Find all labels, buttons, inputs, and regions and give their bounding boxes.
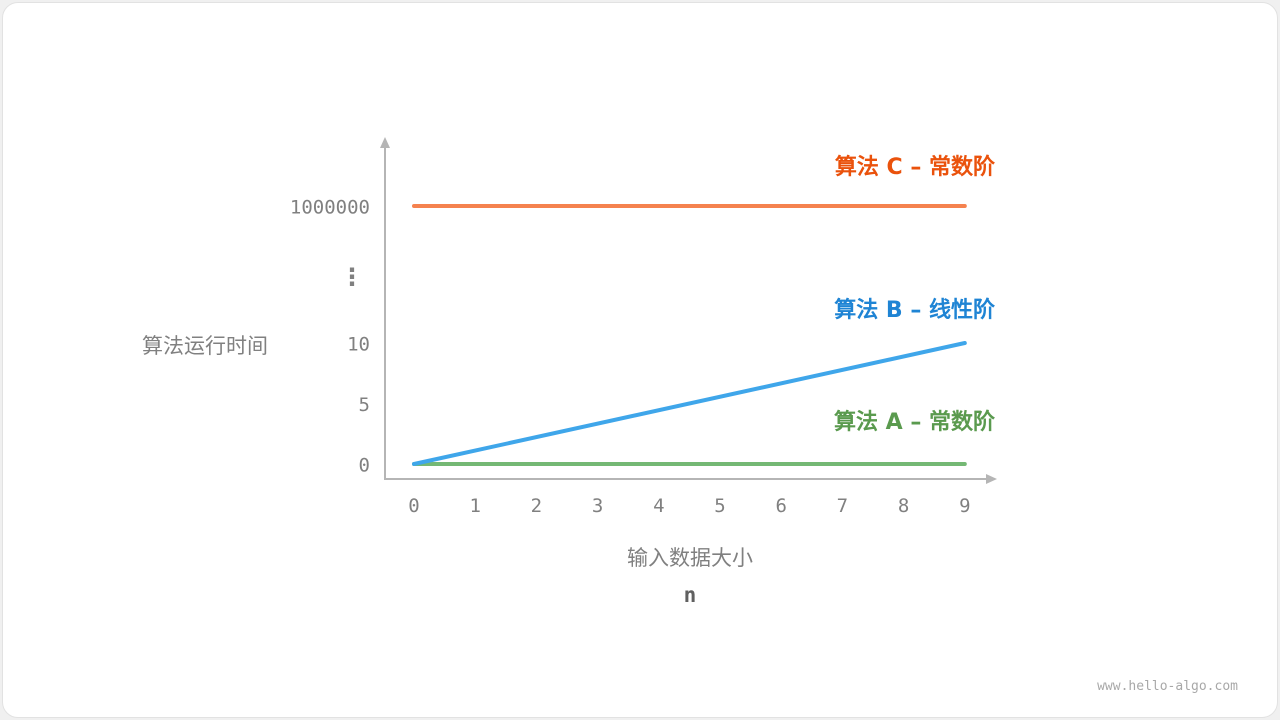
y-axis-ellipsis: ⋮ [340, 263, 364, 291]
x-tick-label: 3 [592, 495, 603, 517]
x-tick-label: 9 [959, 495, 970, 517]
x-axis-arrow-icon [986, 474, 997, 484]
x-tick-label: 5 [714, 495, 725, 517]
x-tick-label: 7 [837, 495, 848, 517]
y-axis-label: 算法运行时间 [142, 334, 268, 358]
series-label-2: 算法 C – 常数阶 [835, 154, 996, 180]
x-axis-label-n: n [684, 583, 697, 607]
y-tick-label: 0 [359, 455, 370, 477]
series-line-1 [412, 341, 967, 466]
y-tick-label: 1000000 [290, 197, 370, 219]
x-tick-label: 4 [653, 495, 664, 517]
series-label-0: 算法 A – 常数阶 [834, 409, 996, 435]
x-tick-label: 2 [531, 495, 542, 517]
x-tick-label: 8 [898, 495, 909, 517]
series-label-1: 算法 B – 线性阶 [834, 297, 996, 323]
x-tick-label: 6 [775, 495, 786, 517]
y-axis-arrow-icon [380, 137, 390, 148]
y-tick-label: 10 [347, 334, 370, 356]
y-tick-label: 5 [359, 394, 370, 416]
x-axis-label: 输入数据大小 [627, 546, 753, 570]
x-tick-label: 1 [469, 495, 480, 517]
watermark: www.hello-algo.com [1097, 679, 1238, 694]
x-tick-label: 0 [408, 495, 419, 517]
